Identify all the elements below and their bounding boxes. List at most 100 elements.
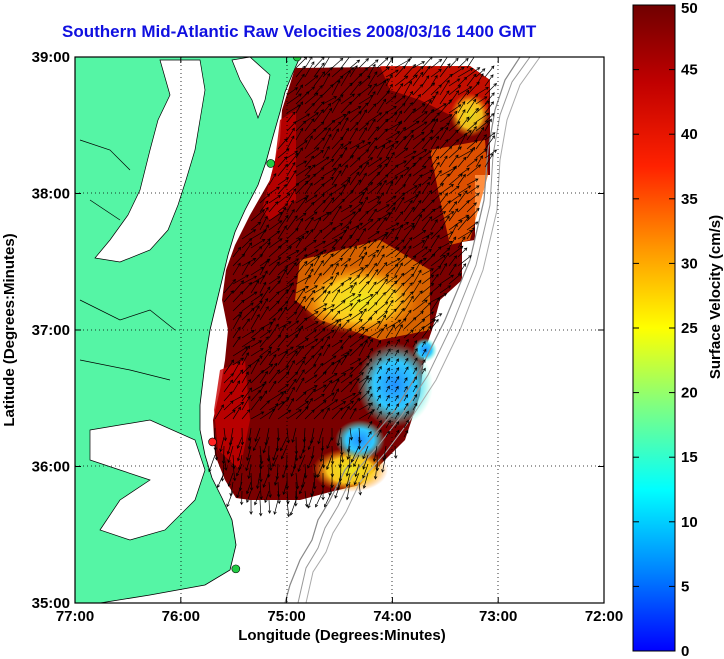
velocity-vector [430,118,438,132]
velocity-vector [295,305,306,321]
velocity-vector [448,263,457,276]
velocity-vectors [208,57,498,518]
velocity-vector [484,101,494,114]
sound-water [89,419,206,541]
velocity-vector [349,207,362,222]
velocity-vector [362,454,369,470]
velocity-vector [403,80,412,96]
velocity-vector [232,454,236,470]
velocity-vector [259,350,272,366]
velocity-vector [385,258,401,267]
velocity-vector [403,90,414,105]
velocity-vector [232,262,241,276]
velocity-vector [349,362,363,375]
y-tick-label: 39:00 [32,49,70,66]
velocity-vector [250,348,264,357]
velocity-vector [331,271,339,285]
velocity-vector [313,137,325,150]
velocity-vector [367,347,373,357]
velocity-vector [259,259,269,276]
velocity-vector [448,154,459,168]
velocity-vector [403,134,414,150]
velocity-vector [394,307,405,321]
velocity-vector [367,208,377,222]
velocity-vector [412,183,422,195]
velocity-vector [304,239,317,249]
velocity-vector [295,317,308,330]
velocity-vector [430,254,446,267]
velocity-vector [367,291,379,303]
colorbar-tick-label: 30 [681,255,698,272]
velocity-vector [349,336,365,348]
velocity-vector [421,235,430,249]
velocity-vector [403,194,420,204]
velocity-vector [448,236,457,249]
velocity-vector [358,339,368,357]
velocity-vector [466,207,480,222]
velocity-vector [340,400,354,411]
velocity-vector [358,481,362,496]
velocity-vector [295,84,304,96]
velocity-vector [349,127,358,141]
velocity-vector [349,171,360,186]
velocity-vector [358,376,369,393]
velocity-vector [430,155,440,168]
velocity-vector [376,419,382,429]
velocity-vector [412,402,418,411]
velocity-vector [295,391,307,402]
velocity-vector [259,297,269,312]
velocity-vector [304,249,319,258]
velocity-vector [349,80,362,96]
delaware-bay [231,57,271,120]
velocity-vector [421,169,434,177]
velocity-vector [286,371,299,384]
velocity-vector [331,153,343,168]
velocity-vector [439,114,453,123]
velocity-vector [403,419,409,429]
velocity-vector [331,98,341,114]
velocity-vector [313,127,328,141]
velocity-vector [403,162,416,177]
velocity-vector [304,228,314,240]
velocity-vector [349,121,359,132]
velocity-vector [394,82,404,96]
velocity-vector [376,340,382,348]
velocity-vector [295,406,309,420]
velocity-vector [385,411,391,420]
velocity-vector [394,421,400,429]
velocity-vector [367,112,383,123]
velocity-vector [340,349,353,357]
velocity-vector [367,254,376,267]
velocity-vector [226,490,234,508]
velocity-vector [295,140,308,150]
velocity-vector [448,273,462,285]
velocity-vector [421,150,433,159]
velocity-vector [322,247,336,258]
velocity-vector [331,79,341,96]
velocity-vector [313,199,326,213]
velocity-vector [322,158,335,168]
velocity-vector [394,385,399,393]
velocity-vector [403,206,415,222]
velocity-vector [367,231,380,240]
velocity-vector [412,269,422,285]
velocity-vector [259,346,273,357]
velocity-vector [272,445,279,461]
velocity-vector [412,199,422,213]
velocity-vector [403,120,420,132]
velocity-vector [346,445,351,460]
velocity-vector [280,445,288,460]
velocity-vector [430,219,438,231]
velocity-vector [349,407,357,420]
velocity-vector [394,75,409,87]
velocity-vector [376,349,381,357]
velocity-vector [322,145,330,159]
velocity-vector [313,286,326,294]
velocity-vector [223,391,233,402]
velocity-vector [286,87,299,96]
velocity-vector [385,280,398,294]
velocity-vector [277,306,288,321]
velocity-vector [232,314,242,330]
velocity-vector [394,174,404,186]
velocity-vector [240,427,245,446]
